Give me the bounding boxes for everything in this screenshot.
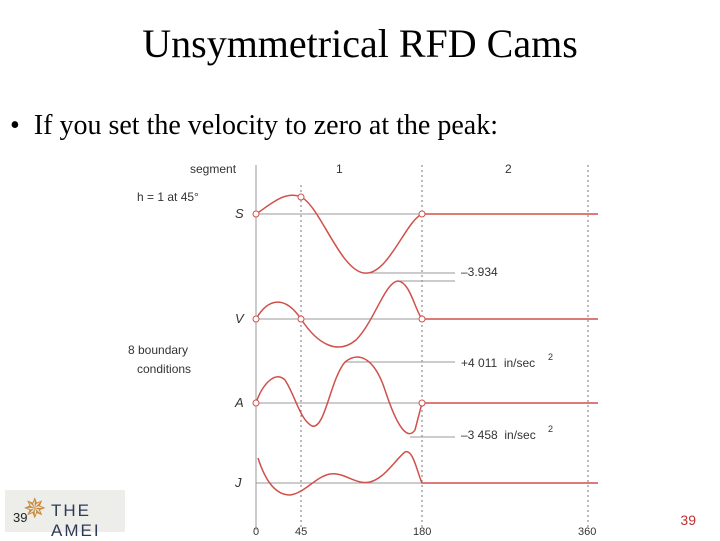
- marker: [252, 210, 260, 218]
- curve-j: [257, 451, 598, 496]
- marker: [252, 399, 260, 407]
- slide-title: Unsymmetrical RFD Cams: [142, 21, 578, 66]
- bullet-dot: •: [10, 110, 20, 141]
- institution-logo: ✵ 39 THE AMEI: [5, 490, 125, 540]
- boundary-label-line1: 8 boundary: [128, 343, 188, 357]
- bullet-text: If you set the velocity to zero at the p…: [33, 110, 498, 141]
- annotation-a-max-exponent: 2: [548, 352, 553, 362]
- marker: [252, 315, 260, 323]
- logo-number: 39: [13, 510, 28, 525]
- boundary-label-line2: conditions: [137, 362, 191, 376]
- boundary-markers: [252, 193, 426, 407]
- annotation-s-min: –3.934: [461, 265, 498, 279]
- marker: [418, 399, 426, 407]
- curve-a: [255, 356, 598, 435]
- logo-star-icon: ✵: [23, 494, 47, 525]
- marker: [297, 193, 305, 201]
- row-label-s: S: [235, 206, 244, 221]
- logo-text: THE AMEI: [51, 501, 101, 540]
- x-tick-45: 45: [295, 526, 307, 538]
- x-tick-180: 180: [413, 526, 431, 538]
- row-label-v: V: [235, 311, 245, 326]
- curve-v: [255, 280, 598, 348]
- annotation-a-max: +4 011 in/sec: [461, 356, 535, 370]
- marker: [297, 315, 305, 323]
- h-label: h = 1 at 45°: [137, 190, 199, 204]
- segment-2-label: 2: [505, 162, 512, 176]
- segment-1-label: 1: [336, 162, 343, 176]
- marker: [418, 210, 426, 218]
- bullet-point: • If you set the velocity to zero at the …: [10, 110, 498, 142]
- annotation-a-min: –3 458 in/sec: [461, 428, 536, 442]
- slide-number: 39: [680, 512, 696, 528]
- x-tick-0: 0: [253, 526, 259, 538]
- segment-label: segment: [190, 162, 237, 176]
- marker: [418, 315, 426, 323]
- curve-s: [255, 194, 598, 274]
- row-label-j: J: [234, 475, 242, 490]
- x-tick-360: 360: [578, 526, 596, 538]
- row-label-a: A: [234, 395, 244, 410]
- annotation-a-min-exponent: 2: [548, 424, 553, 434]
